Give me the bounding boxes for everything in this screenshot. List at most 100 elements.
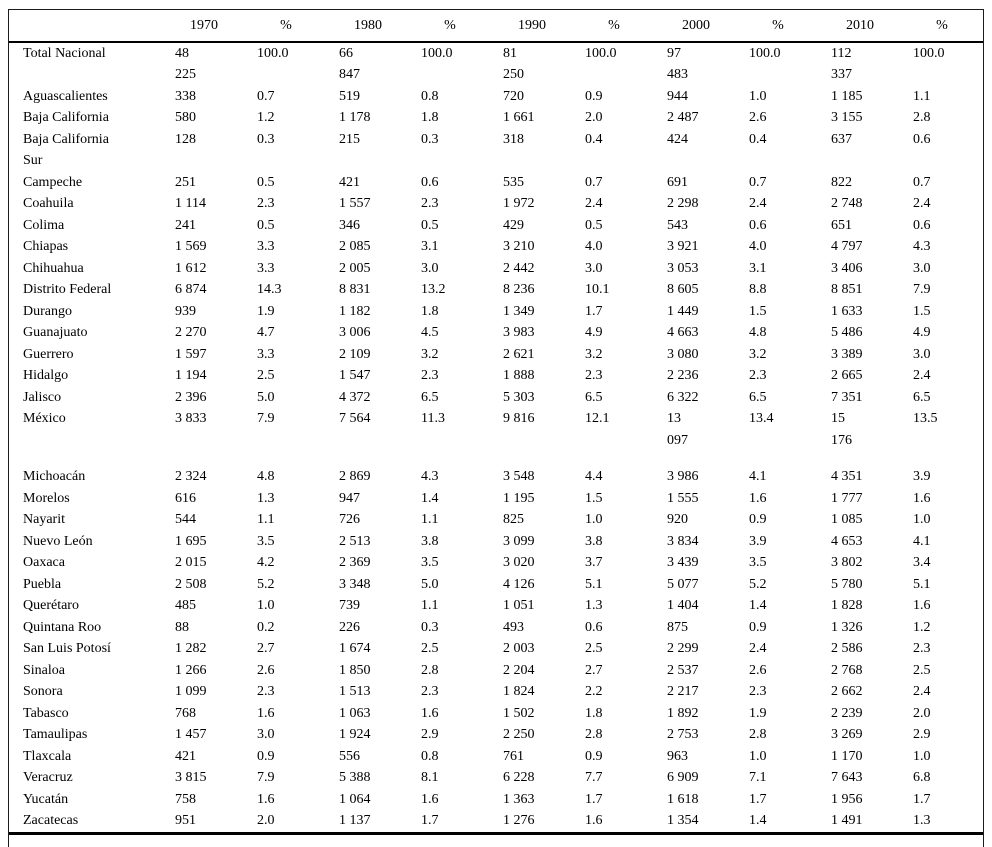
data-cell: 3 834 <box>667 533 699 549</box>
data-cell: 2.4 <box>913 684 931 699</box>
data-cell: 1 618 <box>667 791 699 807</box>
table-row: Chiapas 1 569 3.3 2 085 3.1 3 210 4.0 3 921 4.0 4… <box>9 236 983 258</box>
row-label: Sinaloa <box>23 662 65 678</box>
data-cell: 100.0 <box>257 45 289 61</box>
data-cell: 3 006 <box>339 325 371 340</box>
data-cell: 1 137 <box>339 813 371 828</box>
data-cell: 0.6 <box>749 217 767 233</box>
data-cell: 0.9 <box>585 748 603 764</box>
data-cell: 1.0 <box>749 88 767 104</box>
data-cell: 9 816 <box>503 411 535 426</box>
data-cell: 5 303 <box>503 389 535 405</box>
data-cell: 2.4 <box>585 196 603 211</box>
data-cell: 112 337 <box>831 45 852 83</box>
data-cell: 226 <box>339 619 360 635</box>
data-cell: 1 178 <box>339 110 371 125</box>
data-cell: 2 217 <box>667 684 699 699</box>
table-row: Puebla 2 508 5.2 3 348 5.0 4 126 5.1 5 077 5.2 5 … <box>9 574 983 596</box>
data-cell: 535 <box>503 174 524 190</box>
data-cell: 2 621 <box>503 346 535 362</box>
data-cell: 5.1 <box>913 576 931 592</box>
data-cell: 875 <box>667 619 688 635</box>
data-cell: 8.1 <box>421 770 439 785</box>
data-cell: 2 236 <box>667 368 699 383</box>
column-header: % <box>737 9 819 43</box>
data-cell: 1.3 <box>585 598 603 613</box>
row-label: Michoacán <box>23 469 86 484</box>
data-cell: 651 <box>831 217 852 233</box>
data-cell: 1.1 <box>421 598 439 613</box>
data-cell: 2.5 <box>585 641 603 656</box>
data-cell: 3.2 <box>585 346 603 362</box>
data-cell: 3.9 <box>913 469 931 484</box>
data-cell: 758 <box>175 791 196 807</box>
data-cell: 4.0 <box>749 239 767 254</box>
column-header: % <box>409 9 491 43</box>
data-cell: 1 892 <box>667 705 699 721</box>
data-cell: 2.3 <box>257 684 275 699</box>
data-cell: 1 085 <box>831 512 863 527</box>
data-cell: 543 <box>667 217 688 233</box>
data-cell: 2 748 <box>831 196 863 211</box>
data-cell: 3.3 <box>257 346 275 362</box>
data-cell: 4.5 <box>421 325 439 340</box>
row-label: Campeche <box>23 174 83 190</box>
row-label: Nayarit <box>23 512 65 527</box>
data-cell: 3.3 <box>257 239 275 254</box>
data-cell: 4.1 <box>913 533 931 549</box>
data-cell: 1 194 <box>175 368 207 383</box>
data-cell: 11.3 <box>421 411 445 426</box>
data-cell: 3 053 <box>667 260 699 276</box>
data-cell: 1 502 <box>503 705 535 721</box>
table-frame: 1970% 1980% 1990% 2000% 2010% Total Nacional… <box>8 9 984 847</box>
data-cell: 346 <box>339 217 360 233</box>
row-label: Baja California <box>23 110 109 125</box>
data-cell: 1 695 <box>175 533 207 549</box>
data-cell: 3 099 <box>503 533 535 549</box>
data-cell: 1 276 <box>503 813 535 828</box>
row-label: Total Nacional <box>23 45 106 61</box>
data-cell: 10.1 <box>585 282 610 297</box>
data-cell: 3 815 <box>175 770 207 785</box>
data-cell: 12.1 <box>585 411 610 426</box>
data-cell: 3.9 <box>749 533 767 549</box>
data-cell: 4.3 <box>913 239 931 254</box>
data-cell: 2 369 <box>339 555 371 570</box>
data-cell: 720 <box>503 88 524 104</box>
data-cell: 1.4 <box>421 490 439 506</box>
data-cell: 1 063 <box>339 705 371 721</box>
data-cell: 2 396 <box>175 389 207 405</box>
data-cell: 3.0 <box>257 727 275 742</box>
data-cell: 2.4 <box>749 641 767 656</box>
row-label: Puebla <box>23 576 62 592</box>
data-cell: 963 <box>667 748 688 764</box>
data-cell: 1.6 <box>913 598 931 613</box>
table-row: San Luis Potosí 1 282 2.7 1 674 2.5 2 003 2.5 2… <box>9 638 983 660</box>
data-cell: 2.4 <box>913 196 931 211</box>
data-cell: 1 824 <box>503 684 535 699</box>
table-row: Oaxaca 2 015 4.2 2 369 3.5 3 020 3.7 3 439 3.5 3 … <box>9 552 983 574</box>
data-cell: 4.9 <box>913 325 931 340</box>
data-cell: 421 <box>339 174 360 190</box>
data-cell: 2.8 <box>913 110 931 125</box>
row-label: Sonora <box>23 684 63 699</box>
data-cell: 1.0 <box>585 512 603 527</box>
data-cell: 1 777 <box>831 490 863 506</box>
data-cell: 1 972 <box>503 196 535 211</box>
data-cell: 2 299 <box>667 641 699 656</box>
data-cell: 97 483 <box>667 45 688 83</box>
data-cell: 0.3 <box>421 131 439 147</box>
data-cell: 493 <box>503 619 524 635</box>
data-cell: 3 833 <box>175 411 207 426</box>
data-cell: 2.3 <box>585 368 603 383</box>
data-cell: 1 513 <box>339 684 371 699</box>
data-cell: 3.0 <box>913 260 931 276</box>
data-cell: 4.2 <box>257 555 275 570</box>
data-cell: 0.9 <box>585 88 603 104</box>
column-header: % <box>573 9 655 43</box>
row-label: Chihuahua <box>23 260 84 276</box>
data-cell: 0.7 <box>257 88 275 104</box>
data-cell: 2 513 <box>339 533 371 549</box>
data-cell: 2 324 <box>175 469 207 484</box>
data-cell: 1 491 <box>831 813 863 828</box>
